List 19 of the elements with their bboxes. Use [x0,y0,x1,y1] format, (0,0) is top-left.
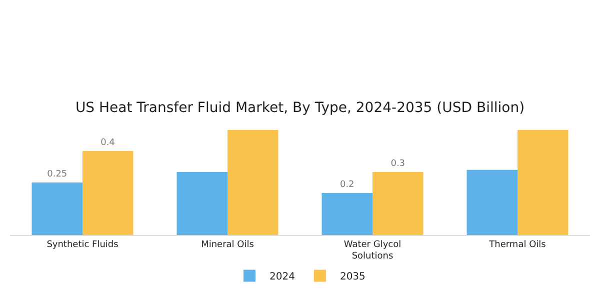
bar [176,172,228,235]
bar [322,193,372,235]
x-tick-label: Thermal Oils [488,240,546,250]
bar [82,151,134,235]
x-tick-label: Mineral Oils [201,240,254,250]
data-label: 0.2 [340,180,354,190]
legend-label: 2035 [340,272,366,283]
bar [32,182,82,235]
data-label: 0.25 [47,170,68,180]
bar [372,172,424,235]
x-tick-label: Synthetic Fluids [46,240,119,250]
data-label: 0.4 [100,138,116,148]
x-tick-label: Water Glycol Solutions [344,240,402,262]
bar [518,130,568,235]
chart-title: US Heat Transfer Fluid Market, By Type, 2024-2035 (USD Billion) [75,100,525,116]
legend-label: 2024 [270,272,295,283]
data-label: 0.3 [390,159,406,169]
bar [466,170,518,235]
bar [228,130,278,235]
